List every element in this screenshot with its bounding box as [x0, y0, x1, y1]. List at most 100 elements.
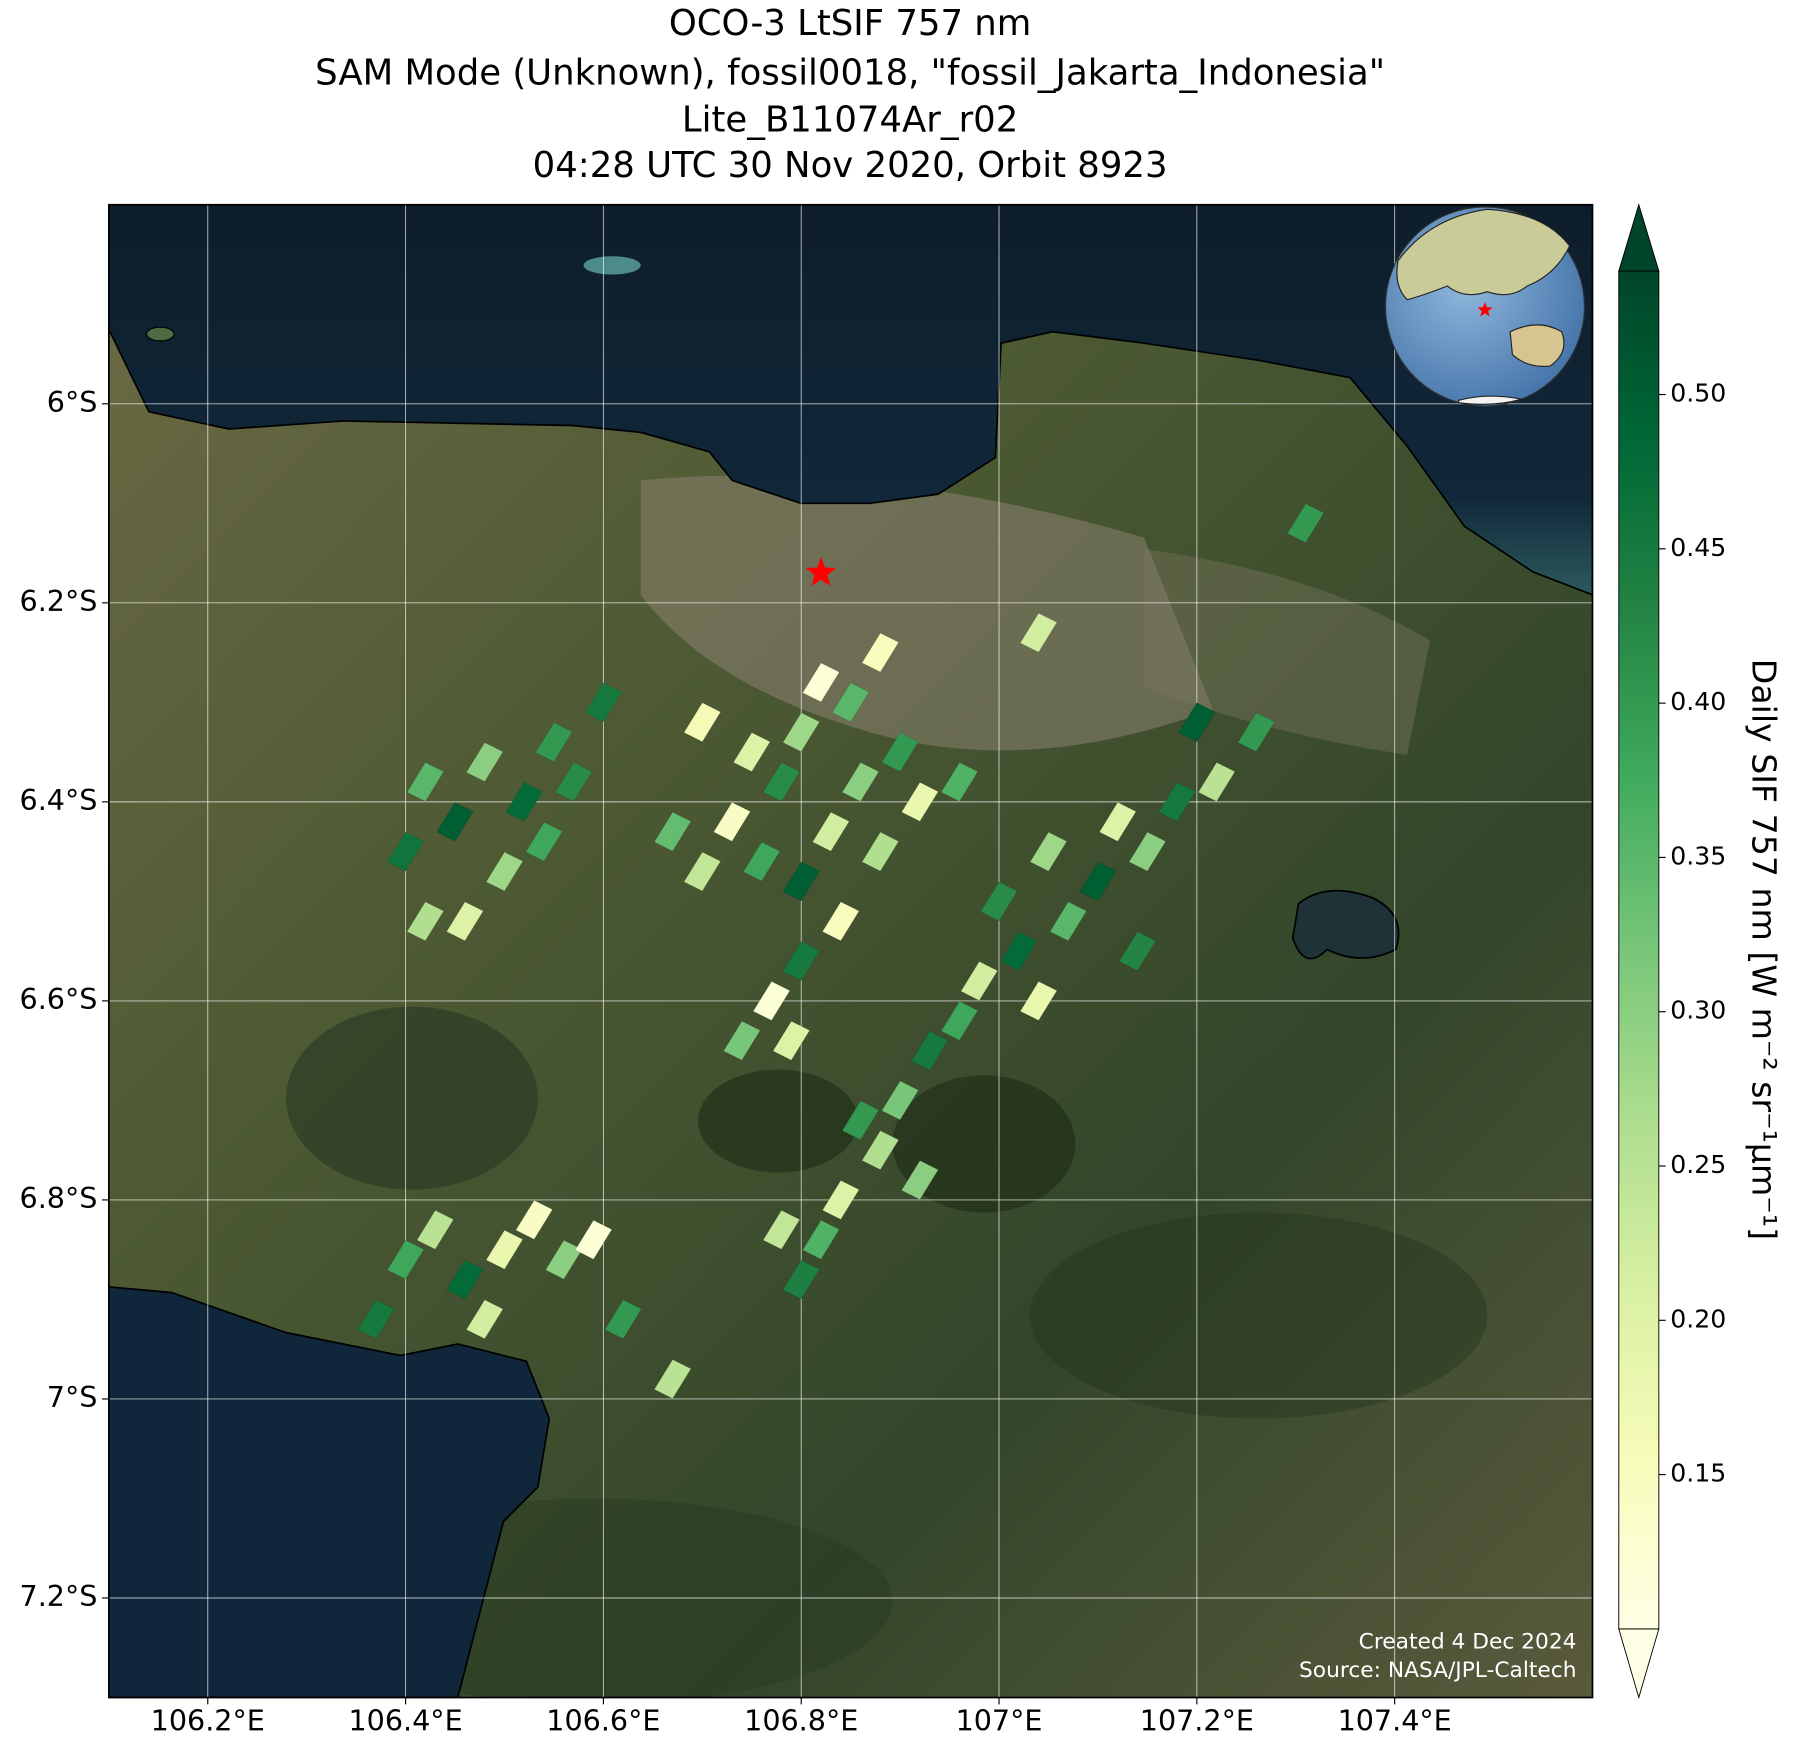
mountain — [286, 1006, 538, 1190]
colorbar-tick-label: 0.35 — [1670, 841, 1726, 870]
sounding-footprint — [653, 811, 692, 852]
credit: Created 4 Dec 2024 — [1359, 1630, 1577, 1655]
sounding-footprint — [555, 762, 593, 802]
sounding-footprint — [802, 662, 840, 703]
sounding-footprint — [525, 821, 563, 862]
sounding-footprint — [881, 732, 919, 772]
sounding-footprint — [446, 1259, 484, 1300]
sounding-footprint — [485, 851, 524, 892]
sounding-footprint — [911, 1030, 949, 1071]
sounding-footprint — [1128, 831, 1167, 872]
sounding-footprint — [683, 851, 722, 892]
colorbar-tick-label: 0.40 — [1670, 687, 1726, 716]
map-frame — [108, 203, 1594, 1699]
sounding-footprint — [713, 801, 751, 842]
title-line: 04:28 UTC 30 Nov 2020, Orbit 8923 — [533, 145, 1168, 186]
sounding-footprint — [1029, 831, 1068, 872]
globe-land — [1509, 324, 1565, 367]
colorbar-extend-bottom — [1618, 1628, 1660, 1700]
title-line: SAM Mode (Unknown), fossil0018, "fossil_… — [315, 52, 1385, 93]
colorbar-tick-label: 0.45 — [1670, 533, 1726, 562]
sounding-footprint — [386, 1239, 425, 1280]
sounding-footprint — [940, 1000, 979, 1041]
y-tick-label: 6°S — [47, 385, 98, 419]
sounding-footprint — [822, 901, 860, 942]
globe-target-star — [1477, 301, 1493, 317]
sounding-footprint — [1197, 762, 1236, 802]
x-tick-label: 106.4°E — [349, 1704, 463, 1738]
x-tick-label: 107.4°E — [1338, 1704, 1452, 1738]
island — [146, 326, 175, 342]
globe-land — [1396, 208, 1571, 301]
colorbar-tick-label: 0.30 — [1670, 996, 1726, 1025]
sounding-footprint — [386, 831, 425, 872]
sounding-footprint — [901, 782, 939, 822]
sounding-footprint — [1118, 931, 1157, 971]
sounding-footprint — [802, 1219, 840, 1260]
sounding-footprint — [436, 801, 474, 842]
colorbar-tick-label: 0.50 — [1670, 379, 1726, 408]
y-tick-label: 6.4°S — [20, 783, 98, 817]
sounding-footprint — [762, 1209, 801, 1250]
colorbar-tick-label: 0.20 — [1670, 1304, 1726, 1333]
mountain — [1029, 1212, 1488, 1419]
sounding-footprint — [505, 782, 543, 822]
sounding-footprint — [604, 1299, 642, 1340]
sounding-footprint — [1079, 861, 1117, 902]
sounding-footprint — [406, 901, 445, 942]
sounding-footprint — [406, 762, 445, 802]
sounding-footprint — [762, 762, 801, 802]
sea — [108, 1286, 551, 1698]
sounding-footprint — [466, 1299, 504, 1340]
sounding-footprint — [881, 1080, 919, 1121]
sounding-footprint — [742, 841, 781, 882]
sounding-footprint — [861, 831, 900, 872]
y-tick-label: 7°S — [47, 1380, 98, 1414]
urban-area — [1144, 549, 1431, 755]
sounding-footprint — [1019, 981, 1058, 1021]
sounding-footprint — [782, 712, 820, 753]
sounding-footprint — [861, 632, 900, 673]
colorbar-extend-top — [1618, 203, 1660, 272]
title-line: OCO-3 LtSIF 757 nm — [669, 3, 1031, 44]
colorbar-tick-label: 0.25 — [1670, 1150, 1726, 1179]
mountain — [697, 1069, 859, 1173]
sounding-footprint — [782, 861, 820, 902]
sounding-footprint — [1019, 612, 1058, 653]
grid — [108, 204, 1593, 1698]
x-tick-label: 106.6°E — [546, 1704, 660, 1738]
sounding-footprint — [861, 1130, 900, 1170]
sounding-footprint — [752, 981, 791, 1021]
sounding-footprint — [416, 1209, 454, 1250]
sounding-footprint — [357, 1299, 395, 1340]
sounding-footprint — [901, 1160, 939, 1200]
sounding-footprint — [822, 1180, 860, 1220]
sounding-footprint — [831, 682, 870, 723]
x-tick-label: 107.2°E — [1140, 1704, 1254, 1738]
colorbar-label: Daily SIF 757 nm [W m⁻² sr⁻¹μm⁻¹] — [1744, 659, 1783, 1240]
y-tick-label: 6.8°S — [20, 1181, 98, 1215]
sounding-footprint — [940, 762, 979, 802]
sounding-footprint — [1049, 901, 1087, 942]
sounding-footprint — [841, 1100, 880, 1141]
sounding-footprint — [782, 1259, 820, 1300]
urban-area — [640, 475, 1213, 751]
sounding-footprint — [545, 1239, 583, 1280]
lake — [1291, 889, 1400, 960]
sounding-footprint — [1178, 702, 1216, 743]
sounding-footprint — [446, 901, 484, 942]
target-star — [805, 556, 837, 586]
sounding-footprint — [515, 1200, 553, 1240]
sounding-footprint — [782, 941, 820, 981]
y-tick-label: 6.6°S — [20, 982, 98, 1016]
sea — [108, 204, 1593, 596]
sounding-footprint — [960, 961, 998, 1001]
sounding-footprint — [1000, 931, 1038, 971]
y-tick-label: 7.2°S — [20, 1579, 98, 1613]
y-tick-label: 6.2°S — [20, 584, 98, 618]
sounding-footprint — [535, 722, 573, 762]
x-tick-label: 106.8°E — [744, 1704, 858, 1738]
sounding-footprint — [723, 1020, 761, 1061]
sounding-footprint — [584, 682, 623, 723]
